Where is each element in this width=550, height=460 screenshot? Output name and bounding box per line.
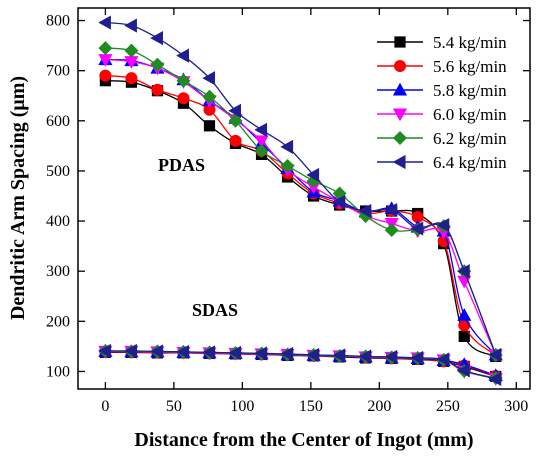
- pdas-point: [99, 69, 112, 82]
- pdas-point: [177, 92, 190, 105]
- pdas-line: [105, 75, 497, 356]
- pdas-point: [229, 134, 242, 147]
- sdas-point: [228, 345, 242, 360]
- sdas-line: [105, 350, 496, 380]
- pdas-point: [306, 167, 320, 183]
- pdas-point: [280, 139, 294, 154]
- x-axis-title: Distance from the Center of Ingot (mm): [134, 429, 473, 451]
- pdas-point: [358, 203, 372, 219]
- sdas-point: [488, 371, 502, 387]
- series-5-8-kg-min: [98, 52, 503, 381]
- y-tick-label: 800: [46, 13, 70, 30]
- legend-label: 6.4 kg/min: [433, 153, 507, 172]
- pdas-point: [125, 72, 138, 85]
- pdas-point: [457, 308, 472, 321]
- sdas-point: [150, 344, 163, 359]
- y-tick-label: 200: [46, 313, 70, 330]
- legend-marker: [393, 131, 407, 145]
- pdas-point: [384, 202, 398, 218]
- legend-label: 5.8 kg/min: [433, 81, 507, 100]
- pdas-point: [384, 223, 399, 238]
- x-tick-label: 200: [367, 398, 391, 415]
- legend-label: 5.6 kg/min: [433, 57, 507, 76]
- pdas-point: [254, 135, 269, 149]
- pdas-point: [151, 83, 164, 96]
- y-tick-label: 500: [46, 163, 70, 180]
- legend-marker: [394, 36, 406, 48]
- sdas-point: [306, 347, 320, 362]
- legend-marker: [392, 82, 408, 96]
- pdas-point: [254, 143, 269, 158]
- pdas-point: [203, 120, 216, 132]
- axes-layer: 0 50 100 150 200 250 300 100 200 300 400 500 600 700 8…: [46, 8, 530, 415]
- sdas-point: [176, 344, 189, 359]
- sdas-point: [410, 350, 424, 365]
- sdas-point: [280, 346, 294, 361]
- pdas-point: [458, 319, 471, 332]
- y-axis-title: Dendritic Arm Spacing (μm): [7, 76, 29, 320]
- pdas-point: [202, 71, 216, 86]
- pdas-point: [176, 48, 189, 63]
- pdas-point: [457, 264, 470, 279]
- pdas-point: [150, 30, 163, 46]
- legend-marker: [392, 108, 408, 122]
- pdas-point: [98, 41, 113, 56]
- legend: 5.4 kg/min 5.6 kg/min 5.8 kg/min 6.0 kg/min…: [377, 33, 507, 172]
- y-tick-label: 700: [46, 63, 70, 80]
- series-6-4-kg-min: [98, 15, 502, 387]
- x-tick-label: 300: [504, 398, 528, 415]
- sdas-point: [457, 363, 470, 378]
- y-tick-label: 600: [46, 113, 70, 130]
- sdas-point: [98, 343, 111, 358]
- pdas-line: [105, 58, 497, 356]
- pdas-point: [436, 217, 450, 233]
- pdas-point: [228, 113, 243, 128]
- pdas-point: [98, 15, 111, 30]
- x-tick-label: 250: [436, 398, 460, 415]
- y-tick-label: 400: [46, 213, 70, 230]
- sdas-point: [436, 352, 450, 367]
- pdas-point: [150, 57, 165, 72]
- legend-marker: [392, 154, 406, 170]
- sdas-point: [202, 345, 216, 360]
- pdas-point: [228, 103, 242, 118]
- pdas-line: [105, 58, 497, 356]
- pdas-point: [488, 347, 502, 362]
- legend-label: 6.0 kg/min: [433, 105, 507, 124]
- annotation-pdas: PDAS: [158, 155, 205, 175]
- pdas-point: [176, 73, 191, 88]
- x-tick-label: 100: [230, 398, 254, 415]
- legend-label: 6.2 kg/min: [433, 129, 507, 148]
- pdas-point: [332, 194, 346, 210]
- series-layer: [98, 15, 503, 387]
- x-tick-label: 50: [166, 398, 182, 415]
- x-tick-label: 150: [299, 398, 323, 415]
- pdas-line: [105, 21, 497, 356]
- sdas-point: [332, 348, 346, 363]
- legend-label: 5.4 kg/min: [433, 33, 507, 52]
- pdas-point: [202, 89, 217, 104]
- sdas-point: [254, 346, 268, 361]
- pdas-point: [410, 221, 424, 236]
- pdas-point: [124, 43, 139, 58]
- y-tick-label: 300: [46, 263, 70, 280]
- pdas-point: [280, 158, 295, 173]
- sdas-point: [124, 343, 137, 358]
- sdas-point: [384, 349, 398, 364]
- legend-marker: [393, 60, 406, 73]
- y-tick-label: 100: [46, 363, 70, 380]
- plot-frame: [77, 7, 531, 390]
- sdas-point: [358, 349, 372, 364]
- pdas-point: [124, 18, 137, 33]
- pdas-point: [254, 122, 268, 137]
- x-tick-label: 0: [101, 398, 109, 415]
- annotation-sdas: SDAS: [192, 300, 238, 320]
